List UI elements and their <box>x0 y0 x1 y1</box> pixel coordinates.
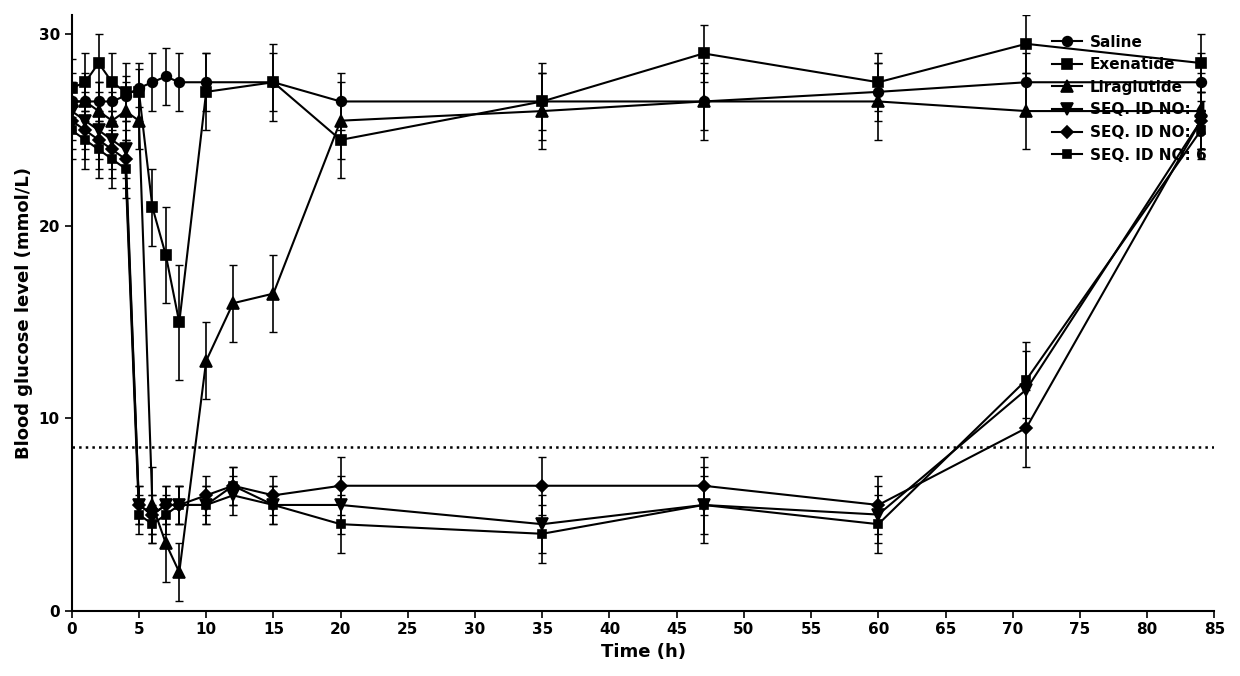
Y-axis label: Blood glucose level (mmol/L): Blood glucose level (mmol/L) <box>15 167 33 459</box>
Legend: Saline, Exenatide, Liraglutide, SEQ. ID NO: 4, SEQ. ID NO: 5, SEQ. ID NO: 6: Saline, Exenatide, Liraglutide, SEQ. ID … <box>1052 34 1207 163</box>
X-axis label: Time (h): Time (h) <box>600 643 686 661</box>
